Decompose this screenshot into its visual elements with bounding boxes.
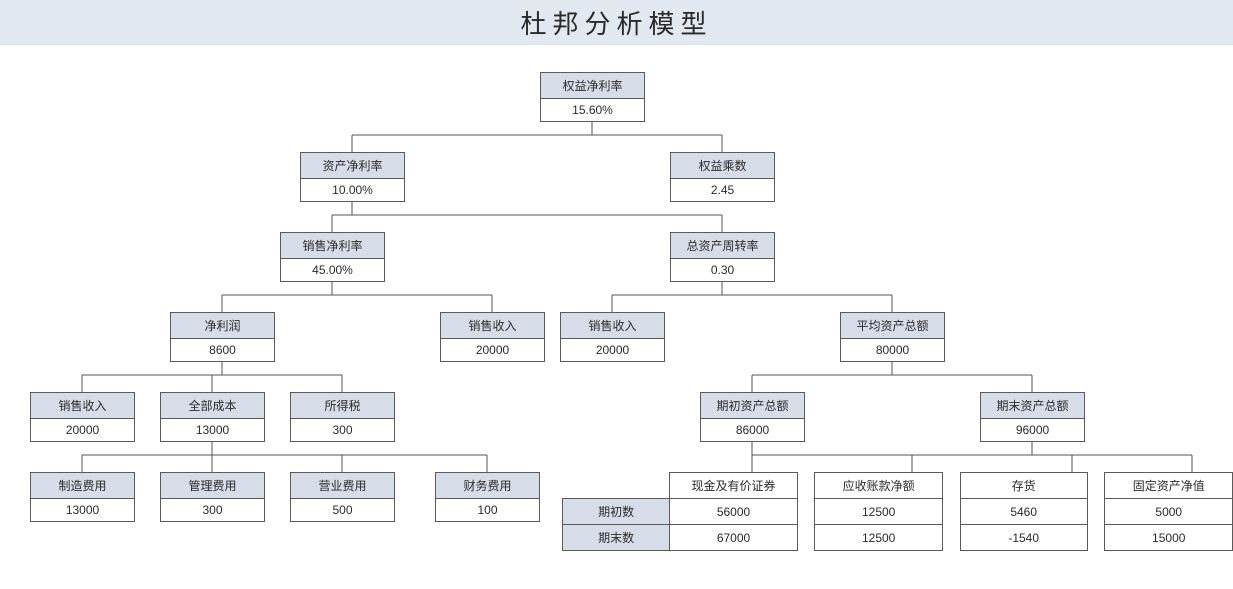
- node-roe-label: 权益净利率: [541, 73, 644, 99]
- node-cost-value: 13000: [161, 419, 264, 441]
- node-avgta-label: 平均资产总额: [841, 313, 944, 339]
- asset-row-end-label: 期末数: [563, 525, 670, 551]
- node-tat-label: 总资产周转率: [671, 233, 774, 259]
- asset-end-cash: 67000: [670, 525, 797, 551]
- node-em-value: 2.45: [671, 179, 774, 201]
- node-roe-value: 15.60%: [541, 99, 644, 121]
- asset-row-end: 期末数 67000 12500 -1540 15000: [563, 525, 1233, 551]
- node-rev3: 销售收入20000: [30, 392, 135, 442]
- node-rev3-label: 销售收入: [31, 393, 134, 419]
- node-endta-label: 期末资产总额: [981, 393, 1084, 419]
- node-rev3-value: 20000: [31, 419, 134, 441]
- node-rev2-label: 销售收入: [561, 313, 664, 339]
- node-npm-value: 45.00%: [281, 259, 384, 281]
- node-tat: 总资产周转率0.30: [670, 232, 775, 282]
- node-rev1-value: 20000: [441, 339, 544, 361]
- node-tat-value: 0.30: [671, 259, 774, 281]
- asset-begin-fixed: 5000: [1105, 499, 1233, 525]
- node-opex-label: 营业费用: [291, 473, 394, 499]
- asset-row-begin: 期初数 56000 12500 5460 5000: [563, 499, 1233, 525]
- node-roa-label: 资产净利率: [301, 153, 404, 179]
- node-mfg: 制造费用13000: [30, 472, 135, 522]
- node-npm-label: 销售净利率: [281, 233, 384, 259]
- asset-end-receivables: 12500: [815, 525, 942, 551]
- node-admin-value: 300: [161, 499, 264, 521]
- node-endta: 期末资产总额96000: [980, 392, 1085, 442]
- node-begta-value: 86000: [701, 419, 804, 441]
- node-roa: 资产净利率10.00%: [300, 152, 405, 202]
- asset-col-inventory: 存货: [960, 473, 1087, 499]
- node-fin: 财务费用100: [435, 472, 540, 522]
- node-fin-label: 财务费用: [436, 473, 539, 499]
- node-avgta-value: 80000: [841, 339, 944, 361]
- node-endta-value: 96000: [981, 419, 1084, 441]
- asset-header-row: 现金及有价证券 应收账款净额 存货 固定资产净值: [563, 473, 1233, 499]
- node-roa-value: 10.00%: [301, 179, 404, 201]
- node-em: 权益乘数2.45: [670, 152, 775, 202]
- asset-end-inventory: -1540: [960, 525, 1087, 551]
- node-mfg-label: 制造费用: [31, 473, 134, 499]
- node-tax-value: 300: [291, 419, 394, 441]
- asset-row-begin-label: 期初数: [563, 499, 670, 525]
- asset-col-fixed: 固定资产净值: [1105, 473, 1233, 499]
- asset-col-receivables: 应收账款净额: [815, 473, 942, 499]
- node-begta: 期初资产总额86000: [700, 392, 805, 442]
- dupont-canvas: 杜邦分析模型 现金及有价证券 应收账款净额 存货 固定资产净值 期初数 5600…: [0, 0, 1233, 589]
- asset-col-cash: 现金及有价证券: [670, 473, 797, 499]
- node-fin-value: 100: [436, 499, 539, 521]
- node-ni-value: 8600: [171, 339, 274, 361]
- node-begta-label: 期初资产总额: [701, 393, 804, 419]
- node-rev1: 销售收入20000: [440, 312, 545, 362]
- node-tax-label: 所得税: [291, 393, 394, 419]
- node-avgta: 平均资产总额80000: [840, 312, 945, 362]
- asset-begin-receivables: 12500: [815, 499, 942, 525]
- node-rev1-label: 销售收入: [441, 313, 544, 339]
- node-ni: 净利润8600: [170, 312, 275, 362]
- node-admin-label: 管理费用: [161, 473, 264, 499]
- node-opex-value: 500: [291, 499, 394, 521]
- node-cost: 全部成本13000: [160, 392, 265, 442]
- node-cost-label: 全部成本: [161, 393, 264, 419]
- node-rev2: 销售收入20000: [560, 312, 665, 362]
- node-admin: 管理费用300: [160, 472, 265, 522]
- asset-end-fixed: 15000: [1105, 525, 1233, 551]
- asset-begin-cash: 56000: [670, 499, 797, 525]
- asset-begin-inventory: 5460: [960, 499, 1087, 525]
- node-opex: 营业费用500: [290, 472, 395, 522]
- node-npm: 销售净利率45.00%: [280, 232, 385, 282]
- asset-breakdown-table: 现金及有价证券 应收账款净额 存货 固定资产净值 期初数 56000 12500…: [562, 472, 1233, 551]
- node-tax: 所得税300: [290, 392, 395, 442]
- node-em-label: 权益乘数: [671, 153, 774, 179]
- node-mfg-value: 13000: [31, 499, 134, 521]
- node-roe: 权益净利率15.60%: [540, 72, 645, 122]
- node-rev2-value: 20000: [561, 339, 664, 361]
- node-ni-label: 净利润: [171, 313, 274, 339]
